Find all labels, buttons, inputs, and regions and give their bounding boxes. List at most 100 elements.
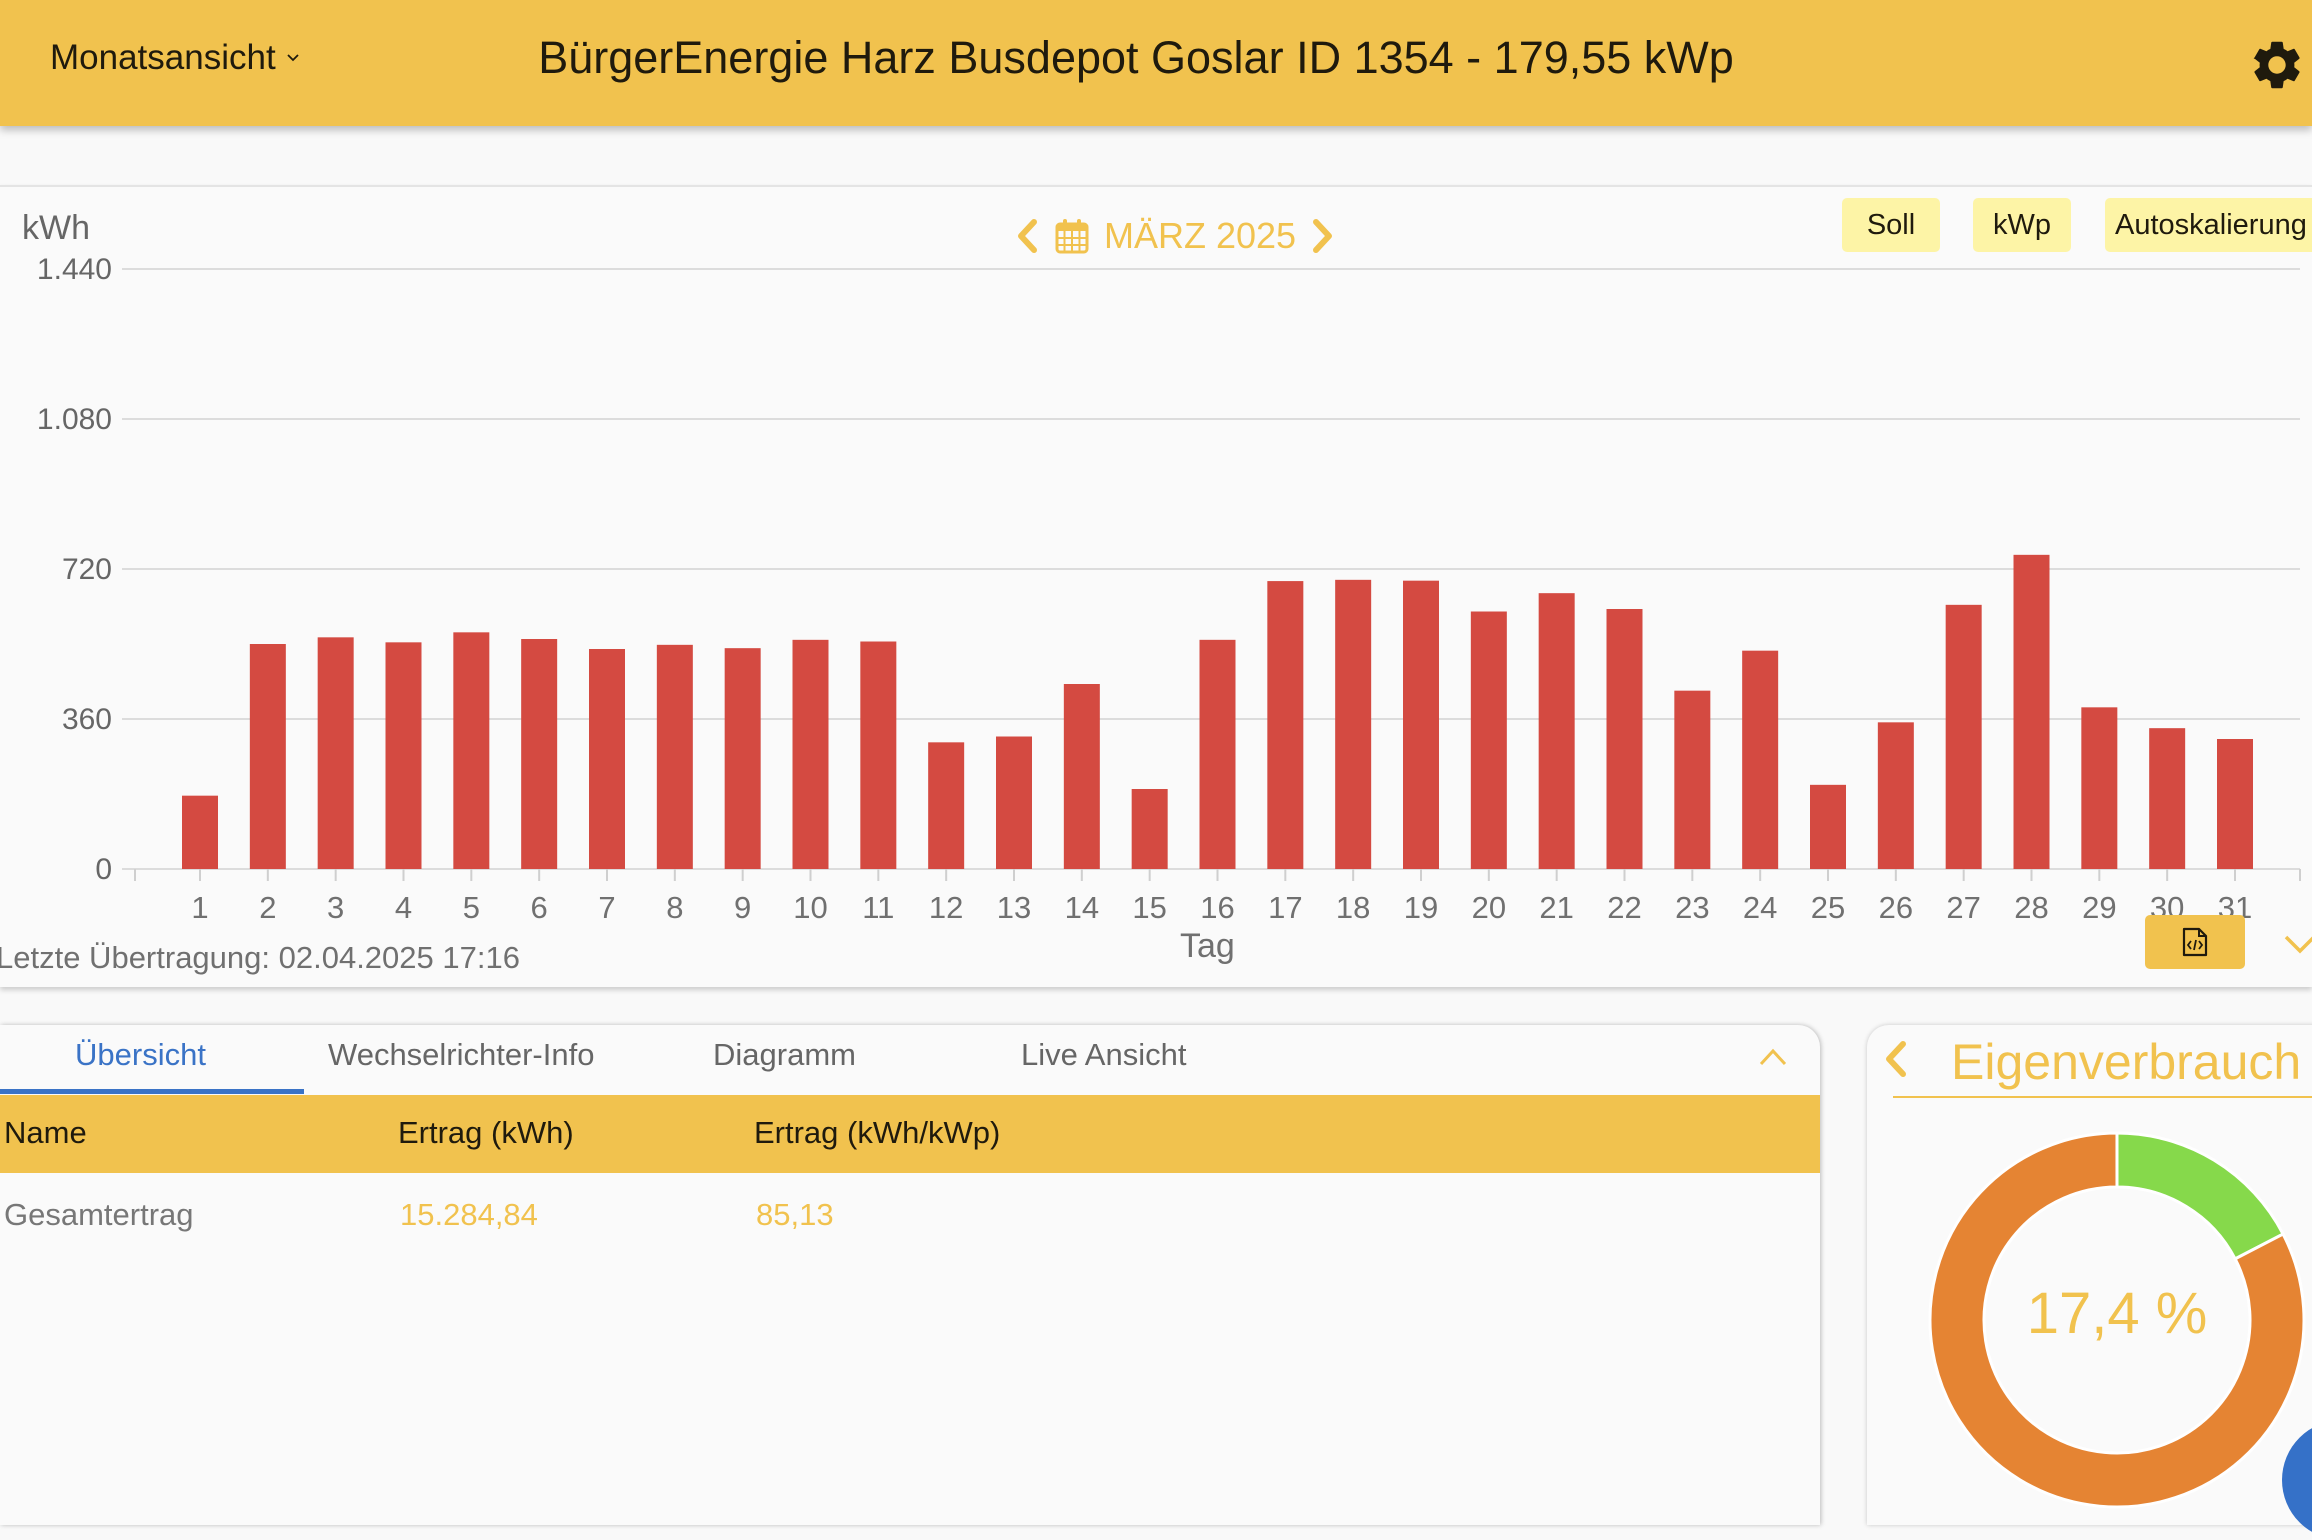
bar-day-8[interactable] [656,644,693,869]
file-code-icon [2182,927,2208,957]
x-tick-label: 28 [2014,890,2049,925]
chevron-down-icon [287,54,299,62]
x-tick-label: 14 [1064,890,1100,925]
row-yield-kwh: 15.284,84 [400,1197,538,1232]
tab-bar: Übersicht Wechselrichter-Info Diagramm L… [0,1025,1820,1095]
month-navigator: MÄRZ 2025 [1000,211,1350,261]
self-consumption-value: 17,4 % [2026,1281,2208,1346]
x-tick-label: 18 [1335,890,1371,925]
soll-button[interactable]: Soll [1842,198,1940,252]
bar-day-22[interactable] [1606,609,1643,869]
x-tick-label: 27 [1946,890,1981,925]
bar-day-5[interactable] [453,632,490,869]
x-tick-label: 16 [1200,890,1235,925]
bar-day-10[interactable] [792,639,829,869]
self-consumption-donut [1928,1131,2306,1509]
y-tick-label: 0 [95,853,112,886]
bar-day-27[interactable] [1945,604,1982,869]
bar-day-2[interactable] [249,644,286,869]
bar-day-29[interactable] [2081,707,2118,869]
export-button[interactable] [2145,915,2245,969]
bar-day-15[interactable] [1131,789,1168,869]
bar-day-26[interactable] [1877,722,1914,869]
bar-day-30[interactable] [2149,728,2186,869]
bar-day-19[interactable] [1403,580,1439,869]
x-tick-label: 24 [1742,890,1778,925]
chevron-left-icon[interactable] [1014,216,1040,256]
column-header-name: Name [4,1115,87,1150]
app-header: Monatsansicht BürgerEnergie Harz Busdepo… [0,0,2312,126]
chevron-up-icon[interactable] [1758,1047,1788,1067]
bar-day-1[interactable] [182,795,218,869]
title-divider [1893,1096,2312,1098]
tab-diagram[interactable]: Diagramm [713,1037,856,1072]
y-tick-label: 1.440 [36,253,112,286]
view-mode-dropdown[interactable]: Monatsansicht [50,38,300,78]
bar-day-24[interactable] [1742,650,1779,869]
gear-icon[interactable] [2248,36,2306,94]
x-tick-label: 20 [1471,890,1507,925]
chevron-left-icon[interactable] [1881,1038,1911,1080]
month-label[interactable]: MÄRZ 2025 [1103,215,1297,256]
y-tick-label: 360 [61,703,112,736]
bar-day-11[interactable] [860,641,897,870]
x-tick-label: 19 [1403,890,1439,925]
x-tick-label: 22 [1607,890,1642,925]
kwp-button[interactable]: kWp [1973,198,2071,252]
x-tick-label: 9 [734,890,752,925]
x-tick-label: 8 [666,890,684,925]
x-tick-label: 7 [598,890,616,925]
x-tick-label: 10 [793,890,828,925]
y-tick-label: 1.080 [36,403,112,436]
bar-day-12[interactable] [928,742,965,869]
tab-inverter-info[interactable]: Wechselrichter-Info [328,1037,595,1072]
bar-day-3[interactable] [317,637,354,869]
donut-segment-self-consumption [2115,1131,2286,1261]
x-tick-label: 12 [928,890,964,925]
bar-day-28[interactable] [2013,554,2050,869]
calendar-icon[interactable] [1054,218,1090,254]
active-tab-indicator [0,1089,304,1094]
x-tick-label: 15 [1132,890,1167,925]
bar-day-13[interactable] [996,736,1032,870]
x-tick-label: 13 [996,890,1032,925]
x-tick-label: 11 [862,890,895,925]
x-tick-label: 6 [530,890,548,925]
bar-day-31[interactable] [2217,739,2253,869]
x-tick-label: 21 [1539,890,1574,925]
bar-day-23[interactable] [1674,690,1711,869]
chevron-right-icon[interactable] [1310,216,1336,256]
self-consumption-card: Eigenverbrauch 17,4 % [1867,1025,2312,1525]
autoscale-button[interactable]: Autoskalierung [2105,198,2312,252]
bar-day-25[interactable] [1810,784,1846,869]
self-consumption-title: Eigenverbrauch [1951,1034,2302,1090]
bar-day-18[interactable] [1335,579,1372,869]
page-title: BürgerEnergie Harz Busdepot Goslar ID 13… [0,32,2312,84]
bar-day-6[interactable] [521,639,558,869]
bar-day-9[interactable] [724,648,761,869]
view-mode-label: Monatsansicht [50,38,276,77]
x-tick-label: 2 [259,890,277,925]
tab-overview[interactable]: Übersicht [75,1037,206,1072]
bar-day-21[interactable] [1538,593,1575,869]
tab-live-view[interactable]: Live Ansicht [1021,1037,1187,1072]
x-tick-label: 3 [327,890,345,925]
bar-day-16[interactable] [1199,639,1236,869]
row-yield-kwh-kwp: 85,13 [756,1197,834,1232]
x-tick-label: 4 [394,890,413,925]
x-tick-label: 29 [2082,890,2117,925]
chevron-down-icon[interactable] [2283,932,2312,956]
last-transfer-text: Letzte Übertragung: 02.04.2025 17:16 [0,940,520,975]
y-axis-unit: kWh [22,209,90,247]
x-tick-label: 1 [191,890,209,925]
x-tick-label: 26 [1878,890,1914,925]
donut-segment-grid-feed [1928,1131,2306,1509]
bar-day-7[interactable] [589,649,625,869]
overview-card: Übersicht Wechselrichter-Info Diagramm L… [0,1025,1820,1525]
bar-day-17[interactable] [1267,581,1304,869]
bar-day-14[interactable] [1063,684,1100,869]
bar-day-20[interactable] [1470,611,1507,870]
bar-day-4[interactable] [385,642,422,869]
x-tick-label: 23 [1675,890,1710,925]
column-header-yield-kwh: Ertrag (kWh) [398,1115,574,1150]
